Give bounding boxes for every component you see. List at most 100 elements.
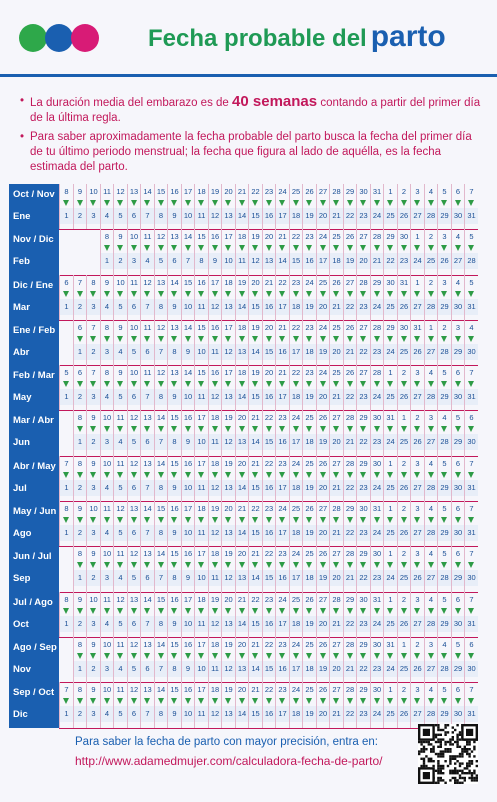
down-arrow-icon [292, 562, 299, 569]
down-arrow-icon [157, 652, 164, 659]
cell-band [100, 660, 113, 677]
down-arrow-icon [441, 290, 447, 297]
due-day: 29 [440, 709, 449, 719]
lmp-day: 18 [197, 594, 206, 604]
title-prefix: Fecha probable del [148, 25, 367, 52]
cell-band [384, 525, 397, 542]
cell-band [411, 570, 424, 587]
due-day: 5 [131, 346, 137, 356]
cell-band [438, 434, 451, 451]
down-arrow-icon [211, 562, 218, 569]
lmp-day: 13 [143, 685, 152, 695]
lmp-day: 17 [183, 594, 193, 604]
cell-band [465, 706, 478, 723]
lmp-day: 3 [415, 549, 420, 559]
down-arrow-icon [292, 335, 299, 342]
cell-band [424, 479, 437, 496]
due-day: 19 [318, 437, 328, 447]
due-day: 28 [440, 573, 449, 583]
date-cell: 11 4 [99, 591, 113, 637]
due-day: 7 [158, 437, 164, 447]
due-day: 18 [291, 392, 301, 402]
date-cell: 21 14 [234, 184, 248, 230]
date-cell: 18 11 [207, 546, 221, 592]
cell-band [127, 570, 140, 587]
due-day: 29 [440, 618, 449, 628]
cell-band [127, 208, 140, 224]
date-cell: 24 17 [288, 636, 302, 683]
cell-band [397, 208, 410, 224]
due-day: 9 [172, 709, 177, 719]
due-day: 14 [251, 346, 260, 356]
date-cell: 4 27 [450, 229, 464, 275]
due-day: 20 [359, 256, 368, 266]
down-arrow-icon [76, 335, 83, 342]
down-arrow-icon [279, 335, 285, 342]
due-date-table: Oct / Nov Ene 8 1 9 2 10 3 11 4 12 5 13 6 14 7 15 8 16 9 17 1… [9, 184, 478, 729]
date-cell: 2 26 [396, 682, 410, 728]
date-cell: 21 16 [261, 274, 275, 320]
down-arrow-icon [225, 562, 231, 569]
due-day: 24 [386, 437, 395, 447]
due-day: 23 [359, 618, 368, 628]
down-arrow-icon [90, 562, 96, 569]
down-arrow-icon [346, 607, 353, 614]
date-cell: 11 6 [126, 274, 140, 320]
date-cell: 18 11 [194, 501, 208, 547]
cell-band [424, 208, 437, 224]
cell-band [195, 434, 208, 451]
down-arrow-icon [103, 652, 110, 659]
due-day: 8 [158, 528, 164, 538]
due-day: 21 [345, 573, 355, 583]
down-arrow-icon [198, 698, 204, 705]
date-cell: 17 10 [180, 501, 194, 547]
cell-band [100, 706, 113, 723]
down-arrow-icon [292, 381, 299, 388]
down-arrow-icon [171, 381, 177, 388]
lmp-day: 20 [224, 187, 233, 196]
date-cell: 4 30 [450, 274, 464, 320]
down-arrow-icon [144, 607, 150, 614]
lmp-day: 9 [77, 594, 83, 604]
lmp-day: 25 [291, 594, 301, 604]
due-day: 26 [413, 573, 422, 583]
down-arrow-icon [427, 607, 434, 614]
calculator-link[interactable]: http://www.adamedmujer.com/calculadora-f… [75, 754, 383, 768]
table-row: Dic / Ene Mar 6 1 7 2 8 3 9 4 10 5 11 6 12 7 13 8 14 9 15 10 1… [9, 274, 478, 321]
cell-band [141, 434, 154, 451]
lmp-day: 5 [442, 549, 447, 559]
down-arrow-icon [400, 335, 407, 342]
cell-band [276, 253, 289, 270]
lmp-day: 19 [251, 368, 260, 378]
cell-band [289, 706, 302, 723]
cell-band [276, 479, 289, 496]
qr-code-icon[interactable] [418, 724, 478, 784]
down-arrow-icon [130, 335, 137, 342]
cell-band [87, 570, 100, 587]
due-day: 27 [413, 482, 422, 492]
lmp-day: 10 [129, 368, 139, 378]
date-cell: 16 10 [180, 455, 194, 502]
down-arrow-icon [373, 652, 380, 659]
cell-band [181, 343, 194, 360]
down-arrow-icon [211, 652, 218, 659]
lmp-day: 17 [224, 368, 233, 378]
lmp-day: 30 [372, 639, 382, 649]
down-arrow-icon [373, 245, 380, 252]
due-day: 21 [332, 211, 341, 220]
down-arrow-icon [157, 245, 164, 252]
down-arrow-icon [373, 517, 380, 524]
down-arrow-icon [454, 200, 461, 206]
due-day: 30 [453, 528, 463, 538]
date-cell: 17 13 [221, 365, 235, 411]
cell-band [73, 525, 86, 542]
lmp-day: 3 [442, 232, 447, 242]
lmp-day: 17 [197, 639, 206, 649]
cell-band [303, 208, 316, 224]
cell-band [154, 253, 167, 270]
due-day: 15 [251, 528, 260, 538]
cell-band [276, 298, 289, 315]
cell-band [195, 570, 208, 587]
